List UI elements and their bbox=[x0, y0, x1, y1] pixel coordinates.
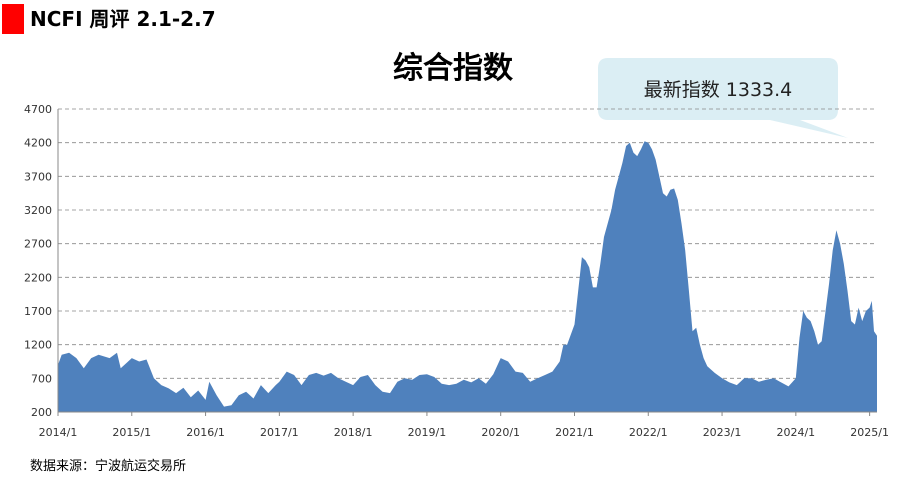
x-tick-label: 2023/1 bbox=[703, 426, 742, 439]
callout-bubble bbox=[598, 58, 848, 138]
x-tick-label: 2018/1 bbox=[334, 426, 373, 439]
source: 数据来源：宁波航运交易所 bbox=[30, 458, 186, 474]
y-tick-label: 200 bbox=[31, 406, 52, 419]
area bbox=[58, 141, 877, 413]
y-tick-label: 1700 bbox=[24, 305, 52, 318]
y-tick-label: 4200 bbox=[24, 137, 52, 150]
y-tick-label: 3700 bbox=[24, 170, 52, 183]
y-tick-label: 1200 bbox=[24, 339, 52, 352]
y-tick-label: 2700 bbox=[24, 238, 52, 251]
x-tick-label: 2022/1 bbox=[629, 426, 668, 439]
header: NCFI 周评 2.1-2.7 bbox=[30, 7, 216, 31]
plot: 200 700 1200 1700 2200 2700 3200 3700 4200 4700 20… bbox=[24, 103, 889, 439]
x-tick-label: 2024/1 bbox=[776, 426, 815, 439]
x-tick-label: 2020/1 bbox=[481, 426, 520, 439]
y-tick-label: 2200 bbox=[24, 271, 52, 284]
callout-text: 最新指数 1333.4 bbox=[644, 79, 793, 101]
x-tick-label: 2019/1 bbox=[408, 426, 447, 439]
x-tick-label: 2014/1 bbox=[39, 426, 78, 439]
chart-title: 综合指数 bbox=[393, 51, 514, 86]
x-tick-label: 2017/1 bbox=[260, 426, 299, 439]
y-tick-label: 4700 bbox=[24, 103, 52, 116]
x-tick-label: 2025/1 bbox=[850, 426, 889, 439]
x-tick-label: 2021/1 bbox=[555, 426, 594, 439]
y-tick-label: 3200 bbox=[24, 204, 52, 217]
header-marker bbox=[2, 4, 24, 34]
x-tick-label: 2016/1 bbox=[186, 426, 225, 439]
x-tick-label: 2015/1 bbox=[112, 426, 151, 439]
y-tick-label: 700 bbox=[31, 372, 52, 385]
